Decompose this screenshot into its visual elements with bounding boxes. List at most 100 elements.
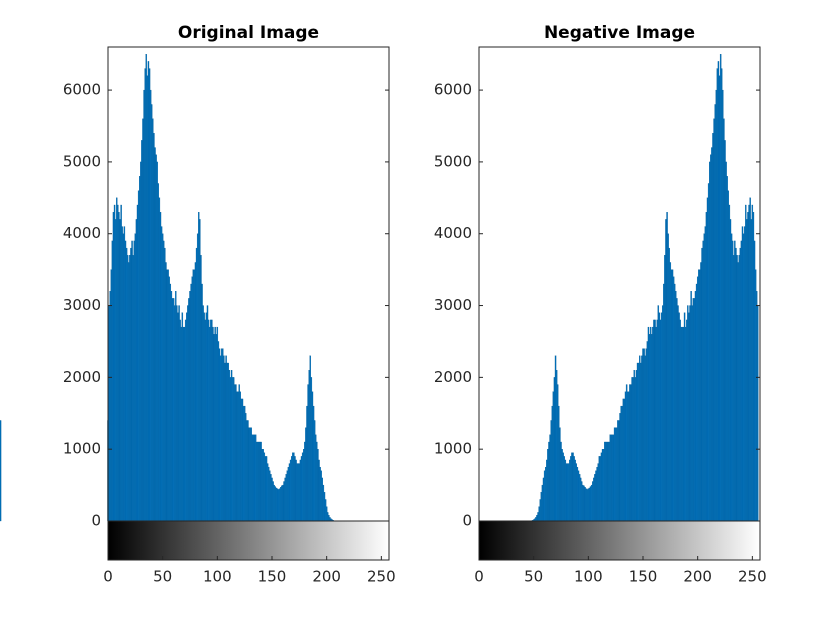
bar <box>669 262 672 522</box>
bar <box>319 466 321 522</box>
bar <box>109 291 111 522</box>
y-tick-label: 0 <box>462 512 472 530</box>
bar <box>136 204 139 522</box>
bar <box>741 226 744 522</box>
bar <box>153 133 155 522</box>
bar <box>329 517 331 522</box>
bar <box>602 449 605 522</box>
bar <box>706 197 709 522</box>
colorbar <box>479 521 760 560</box>
bar <box>707 183 710 522</box>
bar <box>163 240 165 522</box>
bar <box>282 484 284 522</box>
bar <box>690 291 692 522</box>
bar <box>696 276 699 522</box>
bar <box>721 68 723 522</box>
bar <box>553 377 556 522</box>
bar <box>328 515 330 522</box>
bar <box>629 384 631 522</box>
bar <box>639 355 641 522</box>
bar <box>595 470 597 522</box>
bar <box>737 262 739 522</box>
bar <box>218 348 221 522</box>
bar <box>124 240 127 522</box>
bar <box>703 233 705 522</box>
bar <box>555 370 558 522</box>
bar <box>260 441 262 522</box>
bar <box>661 305 664 522</box>
bar <box>259 441 261 522</box>
bar <box>581 481 583 522</box>
bar <box>725 161 727 522</box>
bar <box>563 456 565 522</box>
bar <box>538 506 540 522</box>
bar <box>189 291 191 522</box>
bar <box>678 312 680 522</box>
bar <box>746 219 748 522</box>
bar <box>702 240 704 522</box>
bar <box>569 459 571 522</box>
bar <box>222 348 224 522</box>
bar <box>659 319 662 522</box>
bar <box>206 305 209 522</box>
bar <box>711 147 713 522</box>
y-tick-label: 5000 <box>63 152 101 170</box>
bar <box>549 434 551 522</box>
bar <box>731 240 734 522</box>
bar <box>558 405 560 522</box>
bar <box>743 226 746 522</box>
bar <box>318 459 320 522</box>
bar <box>613 427 616 522</box>
bar <box>557 384 559 522</box>
bar <box>171 298 174 522</box>
bar <box>213 334 215 522</box>
x-tick-label: 150 <box>629 568 658 586</box>
bar <box>560 441 562 522</box>
bar <box>316 441 318 522</box>
bar <box>196 233 199 522</box>
bar <box>689 305 691 522</box>
bar <box>233 377 235 522</box>
bar <box>239 391 241 522</box>
bar <box>320 470 322 522</box>
bar <box>668 247 670 522</box>
bar <box>155 154 157 522</box>
bar <box>158 197 161 522</box>
bar <box>117 204 119 522</box>
bar <box>301 452 304 522</box>
bar <box>730 233 733 522</box>
bar <box>749 197 751 522</box>
bar <box>752 212 755 522</box>
bar <box>116 197 118 522</box>
bar <box>570 456 572 522</box>
bar <box>742 233 745 522</box>
bar <box>663 283 665 522</box>
bar <box>253 434 256 522</box>
bar <box>193 269 196 522</box>
bar <box>728 204 731 522</box>
bar <box>156 161 158 522</box>
bar <box>550 420 552 522</box>
bar <box>727 190 729 522</box>
bar <box>579 477 582 522</box>
bar <box>652 326 654 522</box>
bar <box>588 487 591 522</box>
bar <box>108 305 110 522</box>
bar <box>747 212 749 522</box>
bar <box>313 420 316 522</box>
bar <box>577 470 580 522</box>
bar <box>221 348 223 522</box>
bar <box>671 269 674 522</box>
bar <box>664 255 666 522</box>
bar <box>143 89 145 522</box>
bar <box>190 283 192 522</box>
bar <box>145 54 147 522</box>
bar <box>691 305 693 522</box>
bar <box>238 384 240 522</box>
bar <box>680 326 682 522</box>
bar <box>693 298 696 522</box>
bar <box>648 334 651 522</box>
bar <box>298 463 301 522</box>
bar <box>271 477 273 522</box>
bar <box>590 484 593 522</box>
